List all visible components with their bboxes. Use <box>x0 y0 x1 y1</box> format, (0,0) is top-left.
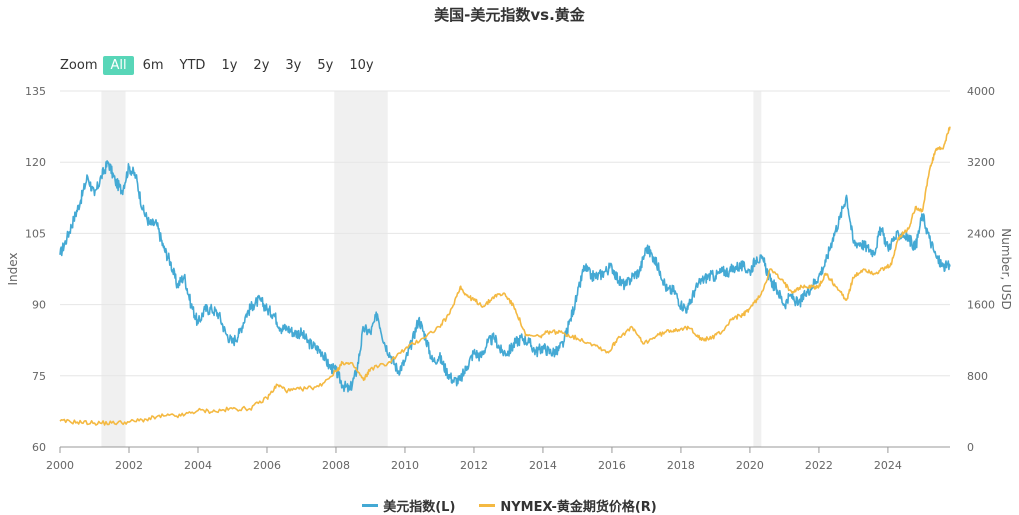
legend-item-gold[interactable]: NYMEX-黄金期货价格(R) <box>479 496 657 515</box>
legend-label-usd-index: 美元指数(L) <box>383 500 456 515</box>
zoom-button-2y[interactable]: 2y <box>253 58 270 73</box>
zoom-controls: Zoom All 6m YTD 1y 2y 3y 5y 10y <box>60 56 383 75</box>
x-tick-2020: 2020 <box>736 459 764 472</box>
y-left-tick-105: 105 <box>25 227 46 240</box>
zoom-button-5y[interactable]: 5y <box>317 58 334 73</box>
recession-band-2 <box>753 91 762 447</box>
zoom-label: Zoom <box>60 58 98 73</box>
zoom-button-10y[interactable]: 10y <box>349 58 374 73</box>
x-tick-2024: 2024 <box>874 459 902 472</box>
legend-label-gold: NYMEX-黄金期货价格(R) <box>500 500 657 515</box>
y-left-tick-120: 120 <box>25 156 46 169</box>
x-tick-2000: 2000 <box>46 459 74 472</box>
y-left-tick-60: 60 <box>32 441 46 454</box>
y-right-tick-3200: 3200 <box>967 156 995 169</box>
zoom-button-all[interactable]: All <box>103 56 134 75</box>
y-left-tick-135: 135 <box>25 85 46 98</box>
x-tick-2016: 2016 <box>598 459 626 472</box>
x-tick-2004: 2004 <box>184 459 212 472</box>
y-left-tick-75: 75 <box>32 370 46 383</box>
recession-band-1 <box>334 91 388 447</box>
legend-item-usd-index[interactable]: 美元指数(L) <box>362 496 455 515</box>
y-right-tick-4000: 4000 <box>967 85 995 98</box>
zoom-button-3y[interactable]: 3y <box>285 58 302 73</box>
x-tick-2006: 2006 <box>253 459 281 472</box>
zoom-button-ytd[interactable]: YTD <box>179 58 206 73</box>
x-tick-2014: 2014 <box>529 459 557 472</box>
y-right-tick-800: 800 <box>967 370 988 383</box>
chart-title: 美国-美元指数vs.黄金 <box>434 6 585 24</box>
x-tick-2008: 2008 <box>322 459 350 472</box>
y-right-tick-2400: 2400 <box>967 227 995 240</box>
y-right-tick-0: 0 <box>967 441 974 454</box>
x-tick-2018: 2018 <box>667 459 695 472</box>
y-left-tick-90: 90 <box>32 299 46 312</box>
y-right-axis-title: Number, USD <box>999 228 1013 309</box>
legend-swatch-gold <box>479 504 496 507</box>
x-tick-2002: 2002 <box>115 459 143 472</box>
series-line-0 <box>59 160 951 393</box>
legend: 美元指数(L) NYMEX-黄金期货价格(R) <box>0 496 1019 515</box>
y-left-axis-title: Index <box>6 252 20 285</box>
zoom-button-6m[interactable]: 6m <box>142 58 164 73</box>
zoom-button-1y[interactable]: 1y <box>221 58 238 73</box>
recession-band-0 <box>101 91 126 447</box>
x-tick-2010: 2010 <box>391 459 419 472</box>
y-right-tick-1600: 1600 <box>967 299 995 312</box>
series-line-1 <box>59 126 951 426</box>
x-tick-2012: 2012 <box>460 459 488 472</box>
x-tick-2022: 2022 <box>805 459 833 472</box>
legend-swatch-usd-index <box>362 504 379 507</box>
